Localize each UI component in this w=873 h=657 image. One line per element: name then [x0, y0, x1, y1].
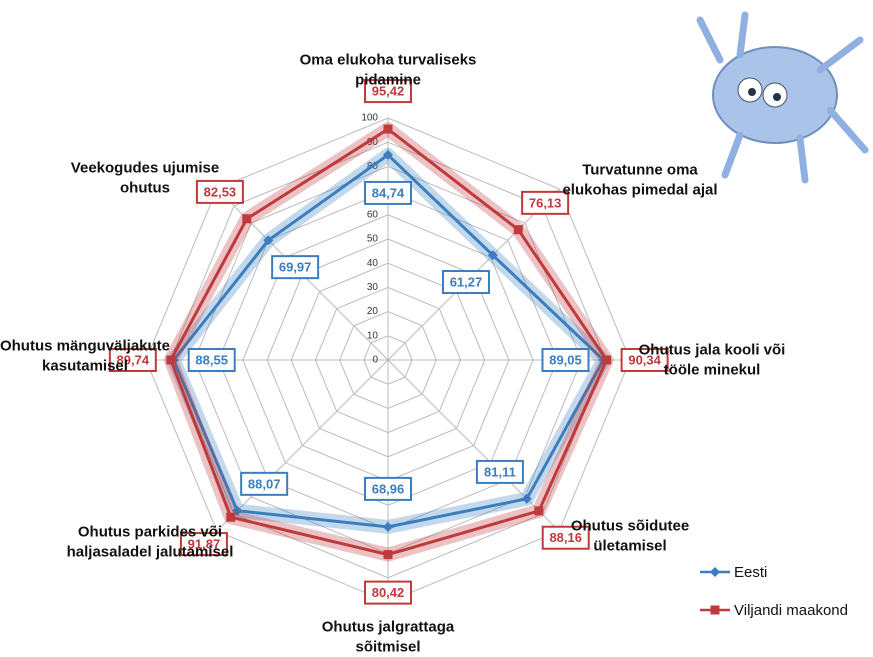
r-tick-label: 10 — [367, 330, 379, 341]
value-label: 61,27 — [450, 274, 483, 289]
legend-marker — [710, 567, 720, 577]
value-label-box — [364, 180, 412, 205]
value-label: 89,74 — [117, 352, 150, 367]
value-label-box — [179, 532, 228, 557]
category-label: Turvatunne oma elukohas pimedal ajal — [562, 161, 718, 199]
value-label-box — [541, 348, 590, 372]
category-label: Ohutus mänguväljakute kasutamisel — [0, 337, 171, 375]
r-tick-label: 40 — [367, 258, 379, 269]
series — [163, 122, 614, 562]
value-label: 88,16 — [549, 530, 582, 545]
value-label: 90,34 — [628, 352, 661, 367]
marker — [166, 355, 176, 365]
marker — [242, 214, 252, 224]
axis-line — [387, 359, 560, 532]
value-label: 68,96 — [372, 481, 405, 496]
marker — [383, 149, 393, 160]
value-label: 82,53 — [204, 184, 237, 199]
r-tick-label: 60 — [367, 209, 379, 220]
r-tick-label: 20 — [367, 306, 379, 317]
marker — [487, 250, 498, 261]
value-label: 88,55 — [195, 352, 228, 367]
value-label-box — [620, 348, 669, 372]
value-label: 69,97 — [279, 260, 312, 275]
marker — [383, 521, 393, 532]
axis-line — [216, 359, 389, 532]
legend-label: Viljandi maakond — [734, 602, 848, 619]
r-tick-label: 100 — [361, 113, 378, 124]
r-tick-label: 0 — [372, 355, 378, 366]
r-tick-label: 50 — [367, 234, 379, 245]
series — [166, 147, 611, 534]
marker — [602, 355, 612, 365]
r-tick-label: 30 — [367, 282, 379, 293]
category-label: Ohutus jalgrattaga sõitmisel — [321, 618, 455, 656]
marker — [383, 550, 393, 560]
r-tick-label: 90 — [367, 137, 379, 148]
value-label-box — [364, 79, 412, 104]
category-label: Ohutus jala kooli või tööle minekul — [638, 341, 786, 379]
value-label-box — [441, 270, 490, 295]
legend-label: Eesti — [734, 564, 767, 581]
value-label-box — [541, 525, 590, 550]
category-label: Ohutus sõidutee ületamisel — [570, 517, 690, 555]
value-label: 91,87 — [188, 537, 221, 552]
value-label: 76,13 — [529, 195, 562, 210]
value-label: 80,42 — [372, 585, 405, 600]
value-label-box — [475, 459, 524, 484]
value-label: 81,11 — [484, 464, 516, 479]
marker — [534, 506, 544, 516]
category-label: Veekogudes ujumise ohutus — [70, 159, 220, 197]
marker — [226, 512, 236, 522]
marker — [263, 235, 274, 246]
marker — [521, 493, 532, 504]
value-label-box — [108, 348, 157, 372]
value-label-box — [271, 255, 320, 280]
marker — [513, 225, 523, 235]
value-label: 84,74 — [372, 185, 405, 200]
marker — [383, 124, 393, 134]
mascot — [696, 11, 869, 184]
value-label-box — [521, 190, 570, 215]
value-label: 89,05 — [549, 352, 582, 367]
legend-marker — [710, 605, 720, 615]
value-label-box — [364, 580, 412, 605]
value-label-box — [364, 476, 412, 501]
value-label-box — [195, 179, 244, 204]
value-label: 88,07 — [248, 476, 281, 491]
category-label: Ohutus parkides või haljasaladel jalutam… — [66, 523, 234, 561]
value-label-box — [187, 348, 236, 372]
marker — [232, 505, 243, 516]
value-label: 95,42 — [372, 84, 405, 99]
category-label: Oma elukoha turvaliseks pidamine — [299, 51, 477, 89]
value-label-box — [240, 471, 289, 496]
